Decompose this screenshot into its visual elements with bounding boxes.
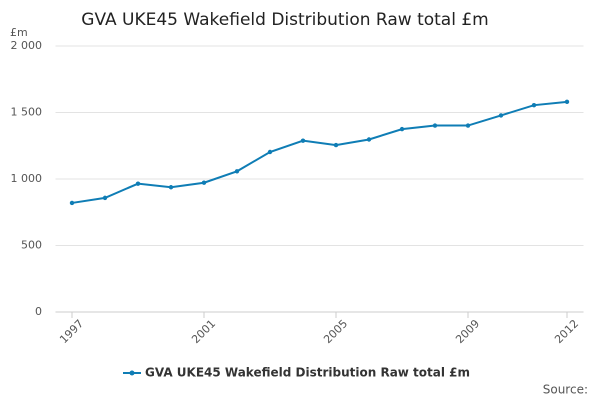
y-tick-label: 500 — [21, 239, 42, 252]
chart-title: GVA UKE45 Wakefield Distribution Raw tot… — [81, 10, 488, 30]
x-tick-label: 2012 — [552, 317, 581, 346]
point — [498, 113, 504, 118]
point — [432, 123, 438, 128]
legend-label: GVA UKE45 Wakefield Distribution Raw tot… — [145, 366, 470, 380]
point — [102, 195, 108, 201]
point — [69, 200, 75, 206]
point — [564, 99, 570, 105]
point — [300, 138, 306, 143]
point — [531, 102, 537, 108]
point — [168, 185, 174, 190]
point — [234, 169, 240, 174]
x-tick-label: 2005 — [321, 317, 350, 346]
point — [201, 180, 207, 185]
line — [71, 100, 568, 204]
point — [399, 126, 405, 132]
x-tick-label: 1997 — [57, 317, 86, 346]
y-tick-label: 1 000 — [11, 172, 43, 185]
y-tick-label: 1 500 — [11, 106, 43, 119]
point — [333, 142, 339, 148]
y-unit: £m — [10, 26, 28, 39]
x-tick-label: 2009 — [453, 317, 482, 346]
point — [366, 137, 372, 142]
y-tick-label: 2 000 — [11, 39, 43, 52]
y-tick-label: 0 — [35, 305, 42, 318]
x-tick-label: 2001 — [189, 317, 218, 346]
point — [135, 181, 141, 186]
legend-marker — [129, 370, 135, 376]
point — [465, 123, 471, 128]
point — [267, 149, 273, 155]
source: Source: — [543, 383, 588, 397]
